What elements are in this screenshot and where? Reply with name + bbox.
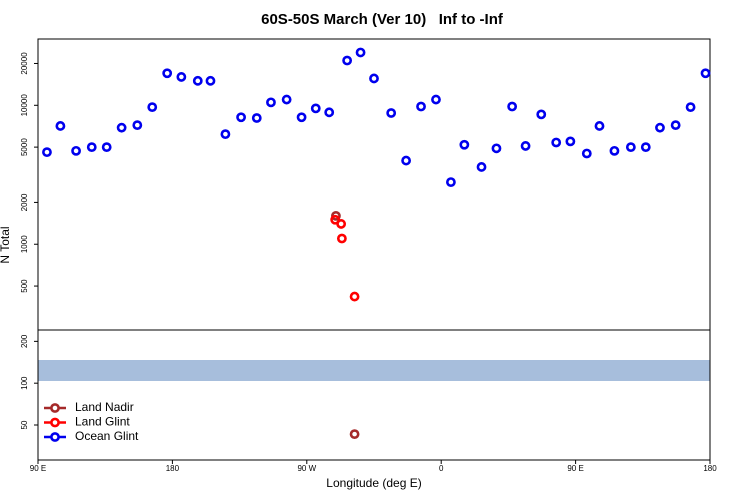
legend-swatch xyxy=(50,432,60,442)
y-tick-label: 20000 xyxy=(20,52,29,75)
legend-label: Land Nadir xyxy=(75,400,134,414)
map-strip xyxy=(38,360,710,381)
data-point xyxy=(176,72,187,82)
data-point xyxy=(281,94,292,105)
data-point xyxy=(324,107,335,118)
data-point xyxy=(349,429,360,440)
y-axis-label: N Total xyxy=(0,226,12,263)
data-point xyxy=(86,142,97,153)
data-point xyxy=(220,129,231,140)
data-point xyxy=(310,103,321,114)
x-tick-label: 0 xyxy=(439,464,444,473)
y-tick-label: 5000 xyxy=(20,138,29,156)
x-tick-label: 180 xyxy=(703,464,717,473)
data-point xyxy=(116,122,127,133)
y-tick-label: 50 xyxy=(20,420,29,429)
data-point xyxy=(446,177,456,188)
data-point xyxy=(236,112,246,123)
legend-label: Land Glint xyxy=(75,415,130,429)
y-tick-label: 10000 xyxy=(20,94,29,117)
data-point xyxy=(266,97,276,108)
data-point xyxy=(342,55,353,66)
x-axis-label: Longitude (deg E) xyxy=(326,476,421,490)
data-point xyxy=(459,139,470,150)
data-point xyxy=(55,121,66,131)
y-tick-label: 100 xyxy=(20,376,29,390)
data-point xyxy=(132,120,143,131)
legend-swatch xyxy=(50,417,60,428)
data-point xyxy=(685,102,696,113)
data-point xyxy=(101,142,112,153)
data-point xyxy=(594,121,605,131)
data-point xyxy=(640,142,651,153)
data-point xyxy=(369,73,379,84)
data-point xyxy=(609,145,620,156)
data-point xyxy=(147,102,158,113)
data-point xyxy=(205,75,216,86)
data-point xyxy=(192,75,203,86)
data-point xyxy=(655,122,665,133)
x-tick-label: 90 E xyxy=(30,464,46,473)
x-tick-label: 180 xyxy=(166,464,180,473)
legend-swatch xyxy=(50,403,60,413)
data-point xyxy=(476,162,487,172)
data-point xyxy=(700,68,711,79)
data-point xyxy=(355,47,366,58)
data-point xyxy=(386,108,397,118)
data-point xyxy=(581,148,592,159)
data-point xyxy=(670,120,681,131)
data-point xyxy=(431,94,441,105)
data-point xyxy=(565,136,576,147)
data-point xyxy=(416,101,426,112)
data-point xyxy=(401,155,412,166)
data-point xyxy=(520,141,531,151)
data-point xyxy=(507,101,518,112)
chart-title: 60S-50S March (Ver 10) Inf to -Inf xyxy=(261,11,504,28)
data-point xyxy=(336,233,347,244)
y-tick-label: 500 xyxy=(20,279,29,293)
legend-label: Ocean Glint xyxy=(75,429,139,443)
y-tick-label: 2000 xyxy=(20,193,29,211)
data-point xyxy=(491,143,502,154)
data-point xyxy=(42,147,52,158)
data-point xyxy=(251,113,262,123)
data-point xyxy=(625,142,636,153)
data-point xyxy=(551,137,562,148)
plot-frame xyxy=(37,38,711,461)
y-tick-label: 1000 xyxy=(20,235,29,253)
data-point xyxy=(536,109,547,120)
data-point xyxy=(336,219,347,229)
data-point xyxy=(162,68,173,79)
data-point xyxy=(349,291,360,302)
y-tick-label: 200 xyxy=(20,334,29,348)
x-tick-label: 90 E xyxy=(567,464,583,473)
data-point xyxy=(71,145,81,156)
data-point xyxy=(296,112,307,123)
x-tick-label: 90 W xyxy=(297,464,316,473)
